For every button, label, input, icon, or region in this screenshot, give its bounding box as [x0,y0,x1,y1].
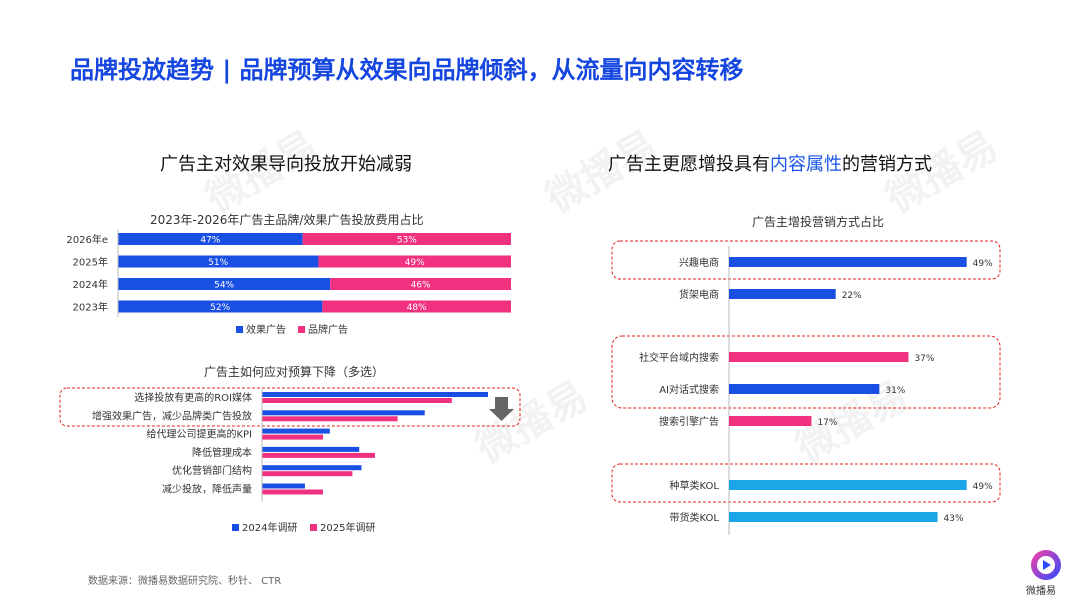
chart3-category-label: 社交平台域内搜索 [639,351,719,364]
source-note: 数据来源：微播易数据研究院、秒针、 CTR [88,576,282,587]
chart1-bar [330,278,511,290]
chart2-category-label: 选择投放有更高的ROI媒体 [134,391,252,404]
chart2-bar [262,410,425,416]
chart3-category-label: 种草类KOL [670,479,720,492]
chart1-data-label: 52% [210,303,230,313]
chart1-bar [118,300,323,313]
chart3-highlight-box [611,335,1001,409]
chart2-bar [262,428,330,434]
chart3-category-label: 搜索引擎广告 [659,415,719,428]
chart1-data-label: 48% [407,303,427,313]
chart3-highlight-box [611,240,1001,280]
chart1-data-label: 51% [208,258,228,268]
chart2-bar [262,392,488,397]
chart2-title: 广告主如何应对预算下降（多选） [204,365,385,379]
chart2-legend-label: 2024年调研 [242,521,297,534]
chart3-bar [729,480,967,490]
chart1-legend-label: 品牌广告 [308,323,348,336]
chart3-bar [729,384,880,394]
chart2-category-label: 优化营销部门结构 [172,464,252,477]
chart1-data-label: 53% [397,236,417,246]
chart1-legend-swatch [236,326,243,333]
chart3-data-label: 37% [914,354,934,364]
chart1-bar [118,233,303,245]
chart3-title: 广告主增投营销方式占比 [752,215,885,229]
right-section-heading: 广告主更愿增投具有内容属性的营销方式 [608,150,932,176]
chart2-bar [262,434,324,440]
chart1-legend-label: 效果广告 [246,323,286,336]
chart3-bar [729,257,967,267]
chart3-bar [729,352,909,362]
chart2-category-label: 降低管理成本 [192,446,252,459]
chart3-data-label: 17% [817,418,837,428]
chart1-data-label: 47% [200,236,220,246]
chart3-category-label: 带货类KOL [670,511,720,524]
chart2-bar [262,398,452,403]
chart3-category-label: AI对话式搜索 [659,383,719,396]
chart3-highlight-box [611,463,1001,503]
right-heading-pre: 广告主更愿增投具有 [608,154,770,175]
chart3-bar [729,289,836,299]
chart2-category-label: 增强效果广告，减少品牌类广告投放 [92,409,252,422]
chart3-data-label: 49% [973,482,993,492]
chart1-data-label: 46% [411,281,431,291]
chart3-data-label: 43% [944,514,964,524]
chart1-title: 2023年-2026年广告主品牌/效果广告投放费用占比 [150,213,424,227]
chart3-category-label: 兴趣电商 [679,256,719,269]
chart2-bar [262,483,305,489]
chart1-category-label: 2024年 [73,278,108,291]
chart1-category-label: 2026年e [66,233,108,246]
chart1-bar [302,233,511,245]
chart2-highlight-box [59,387,521,427]
chart1-category-label: 2025年 [73,256,108,269]
chart2-bar [262,489,324,495]
chart2-legend-swatch [310,524,317,531]
brand-name: 微播易 [1026,586,1056,597]
chart3-data-label: 49% [973,259,993,269]
chart1-bar [118,278,331,290]
right-heading-highlight: 内容属性 [770,154,842,175]
chart2-category-label: 减少投放，降低声量 [162,483,252,496]
chart2-bar [262,452,375,458]
chart1-bar [118,255,319,268]
brand-logo-icon [1031,550,1061,580]
chart3-data-label: 22% [842,291,862,301]
chart2-bar [262,446,360,452]
chart2-legend-swatch [232,524,239,531]
chart2-category-label: 给代理公司提更高的KPI [146,428,252,441]
left-section-heading: 广告主对效果导向投放开始减弱 [160,154,412,175]
chart1-legend-swatch [298,326,305,333]
chart2-bar [262,471,353,477]
chart2-bar [262,465,362,471]
right-heading-post: 的营销方式 [842,154,932,175]
chart1-data-label: 49% [405,258,425,268]
chart1-category-label: 2023年 [73,301,108,314]
chart3-data-label: 31% [885,386,905,396]
chart2-legend-label: 2025年调研 [320,521,375,534]
chart3-category-label: 货架电商 [679,288,719,301]
down-arrow-icon [489,397,514,421]
chart3-bar [729,416,812,426]
chart1-bar [318,255,511,268]
page-title: 品牌投放趋势 | 品牌预算从效果向品牌倾斜，从流量向内容转移 [70,56,744,84]
chart1-data-label: 54% [214,281,234,291]
chart1-bar [322,300,511,313]
chart3-bar [729,512,938,522]
chart2-bar [262,416,398,422]
